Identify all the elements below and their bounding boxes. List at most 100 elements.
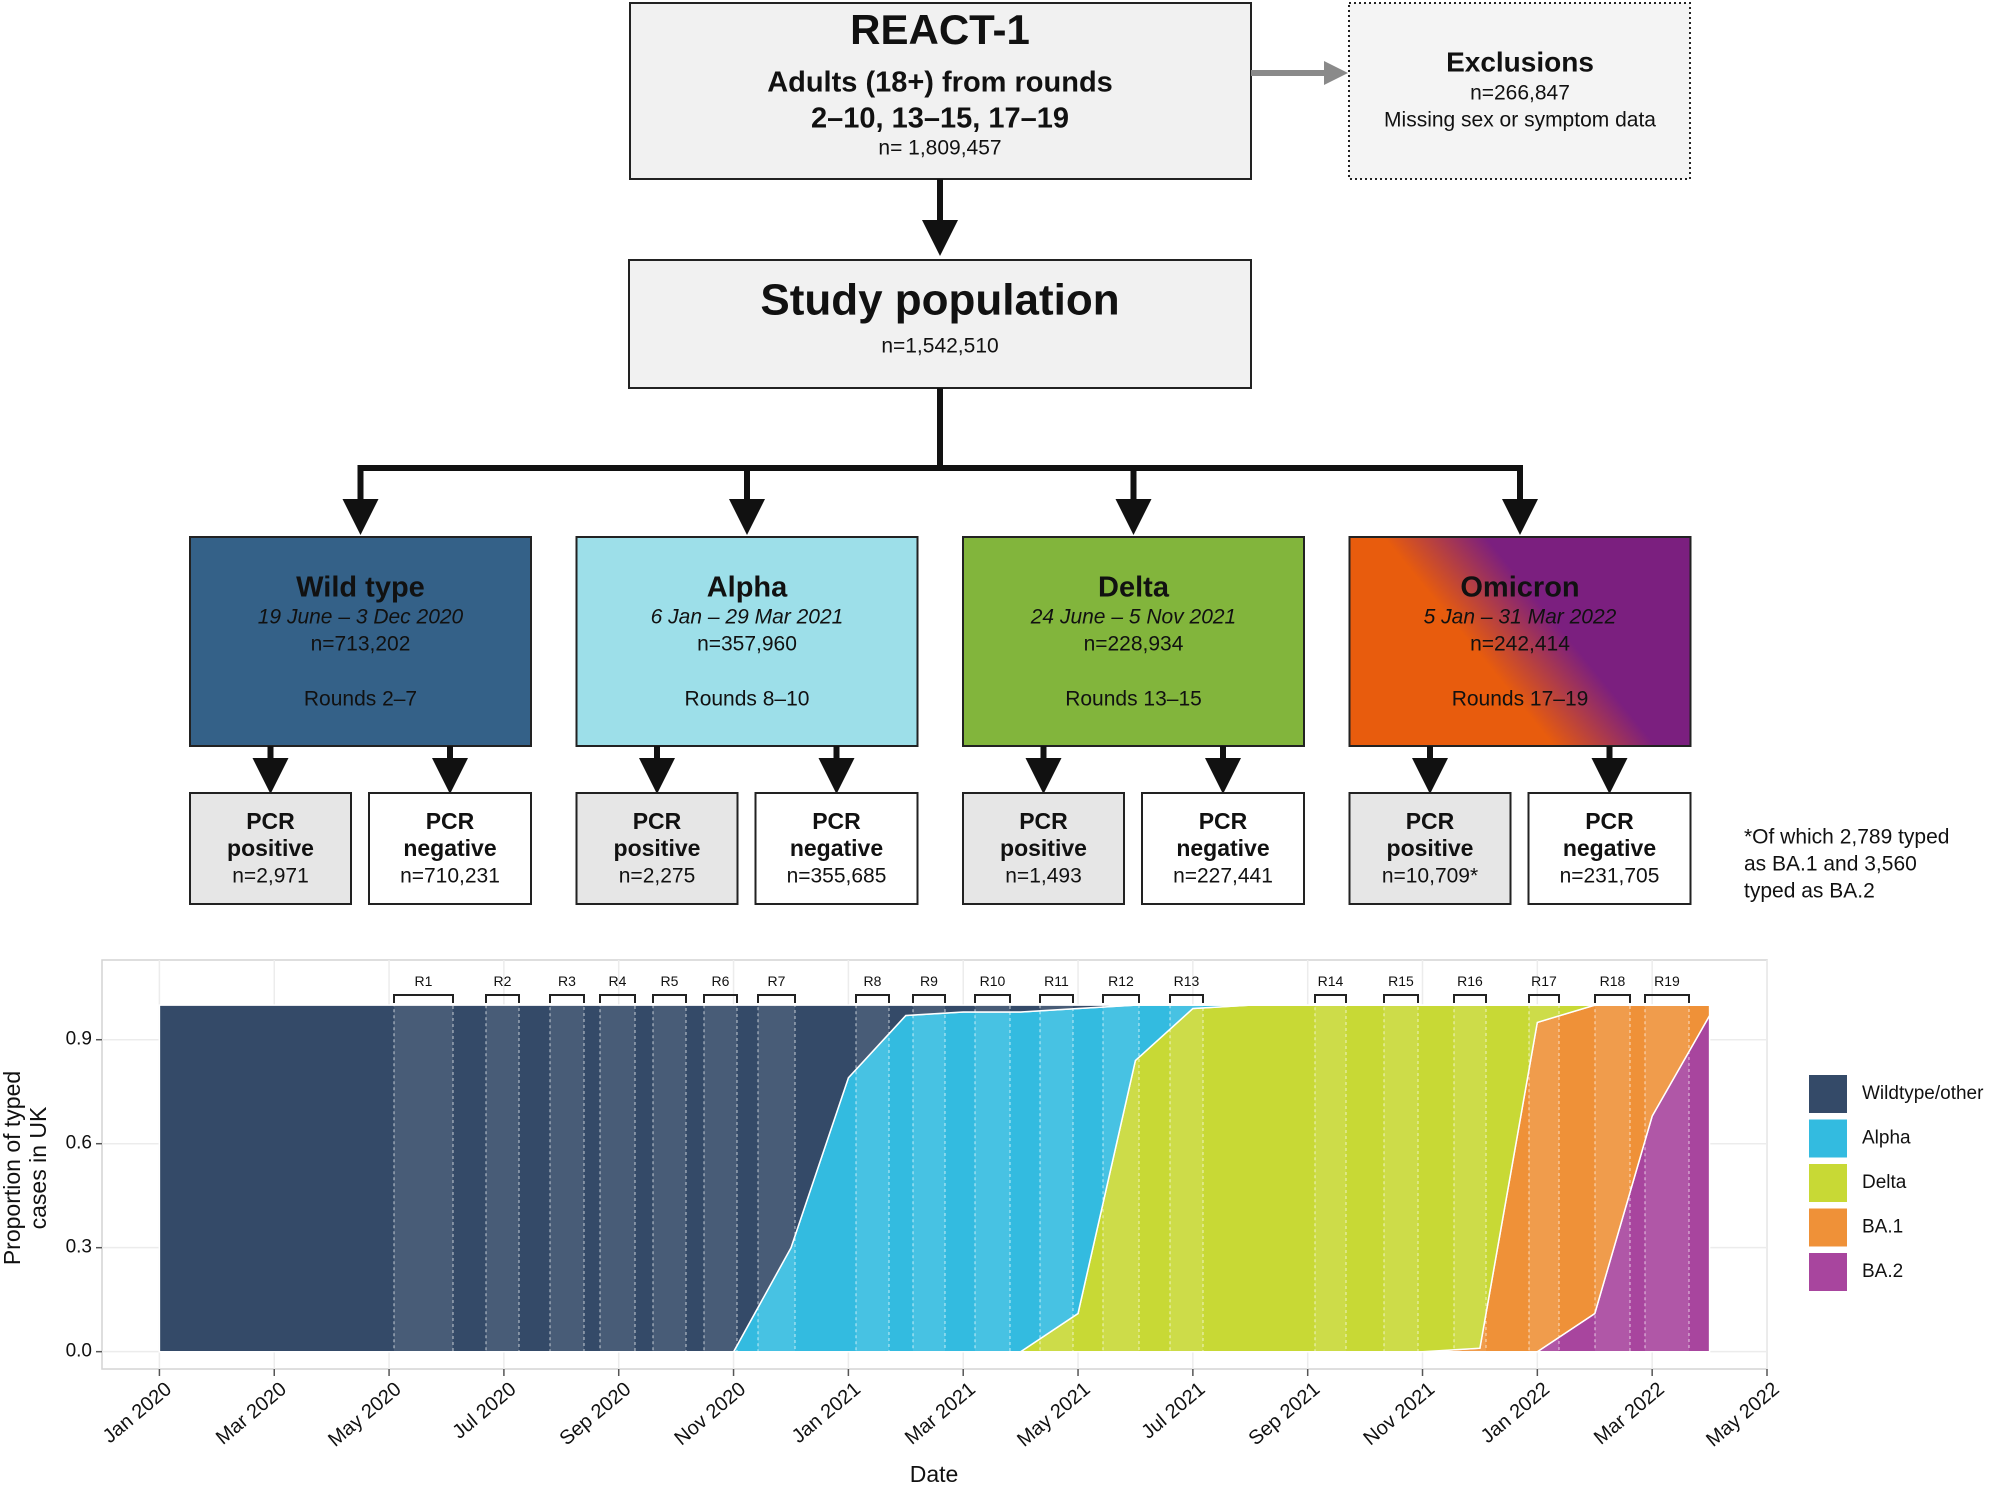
round-bracket (1594, 994, 1631, 1004)
pcr-result: negative (790, 835, 883, 861)
round-label: R8 (864, 973, 882, 989)
pcr-result: negative (1176, 835, 1269, 861)
source-line: 2–10, 13–15, 17–19 (811, 103, 1069, 135)
round-band (652, 1004, 687, 1353)
legend-label: Delta (1862, 1172, 1907, 1193)
variant-dates: 5 Jan – 31 Mar 2022 (1424, 606, 1617, 629)
pcr-title: PCR (1406, 808, 1455, 834)
round-bracket (393, 994, 454, 1004)
pcr-title: PCR (426, 808, 475, 834)
round-band (485, 1004, 520, 1353)
x-tick-label: Mar 2020 (212, 1378, 291, 1449)
variant-n: n=713,202 (311, 633, 411, 656)
y-tick-label: 0.9 (66, 1029, 92, 1050)
footnote: as BA.1 and 3,560 (1744, 853, 1917, 876)
pcr-box (1348, 792, 1512, 905)
source-line: Adults (18+) from rounds (767, 67, 1113, 99)
legend-swatch (1809, 1208, 1847, 1247)
source-title: REACT-1 (850, 6, 1030, 53)
round-bracket (1644, 994, 1690, 1004)
round-label: R13 (1174, 973, 1200, 989)
x-tick-label: Mar 2021 (901, 1378, 980, 1449)
round-bracket (1528, 994, 1560, 1004)
x-tick-label: Jan 2022 (1477, 1378, 1554, 1448)
variant-n: n=357,960 (697, 633, 797, 656)
round-band (1039, 1004, 1074, 1353)
round-label: R2 (494, 973, 512, 989)
study-box (628, 259, 1252, 389)
pcr-box (962, 792, 1125, 905)
round-label: R11 (1044, 973, 1069, 989)
x-tick-label: Nov 2021 (1359, 1378, 1439, 1450)
round-bracket (912, 994, 946, 1004)
variant-box (189, 536, 532, 747)
round-label: R3 (558, 973, 576, 989)
pcr-box (754, 792, 919, 905)
legend-swatch (1809, 1075, 1847, 1113)
source-box (629, 2, 1252, 180)
legend-label: BA.2 (1862, 1261, 1903, 1282)
round-band (1169, 1004, 1204, 1353)
x-tick-label: May 2020 (324, 1378, 405, 1451)
round-band (912, 1004, 946, 1353)
variant-name: Wild type (296, 572, 425, 604)
pcr-result: positive (1000, 835, 1087, 861)
legend-label: Wildtype/other (1862, 1083, 1984, 1104)
x-tick-label: Sep 2020 (556, 1378, 636, 1450)
pcr-title: PCR (812, 808, 861, 834)
round-label: R9 (920, 973, 938, 989)
legend-swatch (1809, 1253, 1847, 1291)
pcr-title: PCR (1199, 808, 1248, 834)
round-label: R14 (1318, 973, 1344, 989)
pcr-title: PCR (246, 808, 295, 834)
round-label: R7 (768, 973, 786, 989)
variant-box (962, 536, 1305, 747)
pcr-n: n=227,441 (1173, 865, 1273, 888)
exclusions-box (1348, 2, 1691, 180)
round-bracket (855, 994, 890, 1004)
variant-dates: 6 Jan – 29 Mar 2021 (651, 606, 844, 629)
variant-dates: 19 June – 3 Dec 2020 (258, 606, 464, 629)
footnote: typed as BA.2 (1744, 880, 1875, 903)
variant-box (1348, 536, 1692, 747)
pcr-result: positive (227, 835, 314, 861)
variant-rounds: Rounds 8–10 (685, 688, 810, 711)
pcr-n: n=1,493 (1005, 865, 1082, 888)
round-bracket (703, 994, 738, 1004)
round-band (1102, 1004, 1140, 1353)
pcr-box (575, 792, 739, 905)
round-band (974, 1004, 1011, 1353)
x-tick-label: May 2021 (1013, 1378, 1094, 1451)
round-label: R5 (661, 973, 679, 989)
round-label: R15 (1388, 973, 1414, 989)
round-band (1383, 1004, 1419, 1353)
round-label: R16 (1457, 973, 1483, 989)
round-label: R19 (1654, 973, 1680, 989)
round-bracket (1314, 994, 1347, 1004)
y-axis-title: cases in UK (25, 1106, 51, 1229)
round-band (1644, 1004, 1690, 1353)
variant-n: n=228,934 (1084, 633, 1184, 656)
round-band (1453, 1004, 1487, 1353)
pcr-n: n=231,705 (1560, 865, 1660, 888)
legend-swatch (1809, 1119, 1847, 1158)
round-bracket (1102, 994, 1140, 1004)
round-bracket (549, 994, 585, 1004)
round-bracket (1453, 994, 1487, 1004)
variant-name: Omicron (1460, 572, 1579, 604)
x-tick-label: Mar 2022 (1590, 1378, 1669, 1449)
legend-label: BA.1 (1862, 1217, 1903, 1238)
x-tick-label: Jan 2021 (788, 1378, 865, 1448)
variant-name: Alpha (707, 572, 788, 604)
round-band (703, 1004, 738, 1353)
x-tick-label: Nov 2020 (670, 1378, 750, 1450)
pcr-result: positive (1387, 835, 1474, 861)
round-band (393, 1004, 454, 1353)
pcr-box (1141, 792, 1305, 905)
y-tick-label: 0.6 (66, 1133, 92, 1154)
source-n: n= 1,809,457 (878, 137, 1001, 160)
variant-rounds: Rounds 2–7 (304, 688, 417, 711)
round-band (1528, 1004, 1560, 1353)
variant-rounds: Rounds 13–15 (1065, 688, 1202, 711)
